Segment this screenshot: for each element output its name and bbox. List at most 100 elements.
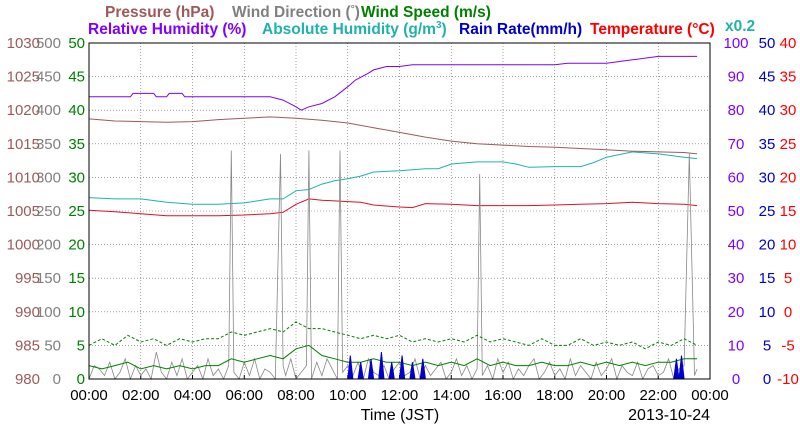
legend-relative-humidity: Relative Humidity (%) bbox=[88, 21, 246, 38]
wind-direction-tick-label: 100 bbox=[36, 304, 61, 321]
rain-rate-tick-label: 5 bbox=[763, 337, 771, 354]
legend-pressure: Pressure (hPa) bbox=[105, 4, 214, 21]
series-pressure-hpa bbox=[88, 116, 698, 155]
temperature-tick-label: 20 bbox=[780, 169, 797, 186]
temperature-tick-label: 10 bbox=[780, 237, 797, 254]
wind-direction-tick-label: 500 bbox=[36, 35, 61, 52]
wind-direction-tick-label: 350 bbox=[36, 136, 61, 153]
rain-rate-tick-label: 50 bbox=[759, 35, 776, 52]
pressure-tick-label: 1005 bbox=[7, 203, 40, 220]
legend-temperature: Temperature (°C) bbox=[590, 21, 715, 38]
date-label: 2013-10-24 bbox=[628, 407, 710, 424]
temperature-tick-label: 5 bbox=[784, 270, 792, 287]
wind-direction-tick-label: 450 bbox=[36, 69, 61, 86]
legend-absolute-humidity-main: Absolute Humidity (g/m bbox=[262, 21, 436, 38]
series-absolute-humidity-g-m3 bbox=[88, 151, 698, 205]
rain-rate-tick-label: 0 bbox=[763, 371, 771, 388]
legend-absolute-humidity-close: ) bbox=[442, 21, 447, 38]
wind-speed-tick-label: 0 bbox=[77, 371, 85, 388]
relative-humidity-tick-label: 10 bbox=[728, 337, 745, 354]
legend-rain-rate: Rain Rate(mm/h) bbox=[459, 21, 582, 38]
legend-wind-direction-main: Wind Direction ( bbox=[232, 4, 352, 21]
pressure-tick-label: 1015 bbox=[7, 136, 40, 153]
x-tick-label: 16:00 bbox=[484, 387, 522, 404]
rain-rate-tick-label: 10 bbox=[759, 304, 776, 321]
wind-direction-tick-label: 400 bbox=[36, 102, 61, 119]
pressure-tick-label: 1000 bbox=[7, 237, 40, 254]
series-temperature-c bbox=[88, 198, 698, 217]
relative-humidity-tick-label: 40 bbox=[728, 237, 745, 254]
wind-speed-tick-label: 40 bbox=[68, 102, 85, 119]
series-wind-direction bbox=[88, 150, 698, 381]
temperature-tick-label: 35 bbox=[780, 69, 797, 86]
x-tick-label: 14:00 bbox=[432, 387, 470, 404]
wind-speed-tick-label: 35 bbox=[68, 136, 85, 153]
temperature-tick-label: 25 bbox=[780, 136, 797, 153]
series-wind-speed-max-m-s bbox=[88, 321, 698, 350]
x-tick-label: 06:00 bbox=[225, 387, 263, 404]
x-tick-label: 04:00 bbox=[174, 387, 212, 404]
legend-absolute-humidity-sup: 3 bbox=[436, 20, 442, 31]
series-relative-humidity bbox=[89, 55, 698, 111]
x-tick-label: 08:00 bbox=[277, 387, 315, 404]
right-axis-ticks: 1009080706050403020100504540353025201510… bbox=[723, 35, 798, 388]
temperature-tick-label: -10 bbox=[777, 371, 799, 388]
wind-speed-tick-label: 45 bbox=[68, 69, 85, 86]
wind-speed-tick-label: 20 bbox=[68, 237, 85, 254]
pressure-tick-label: 990 bbox=[15, 304, 40, 321]
x-tick-label: 22:00 bbox=[639, 387, 677, 404]
legend-wind-direction-close: ) bbox=[355, 4, 360, 21]
relative-humidity-tick-label: 70 bbox=[728, 136, 745, 153]
wind-direction-tick-label: 300 bbox=[36, 169, 61, 186]
rain-rate-tick-label: 40 bbox=[759, 102, 776, 119]
relative-humidity-tick-label: 20 bbox=[728, 304, 745, 321]
relative-humidity-tick-label: 100 bbox=[723, 35, 748, 52]
series-wind-speed-m-s bbox=[88, 344, 698, 370]
temperature-tick-label: 30 bbox=[780, 102, 797, 119]
x-tick-label: 10:00 bbox=[329, 387, 367, 404]
relative-humidity-tick-label: 80 bbox=[728, 102, 745, 119]
x-tick-label: 20:00 bbox=[588, 387, 626, 404]
legend-absolute-humidity: Absolute Humidity (g/m3) bbox=[262, 20, 447, 38]
pressure-tick-label: 1030 bbox=[7, 35, 40, 52]
relative-humidity-tick-label: 90 bbox=[728, 69, 745, 86]
temperature-tick-label: 0 bbox=[784, 304, 792, 321]
rain-rate-tick-label: 30 bbox=[759, 169, 776, 186]
x-axis-ticks: 00:00 02:00 04:00 06:00 08:00 10:00 12:00 14:00… bbox=[70, 375, 729, 404]
wind-speed-tick-label: 10 bbox=[68, 304, 85, 321]
pressure-tick-label: 985 bbox=[15, 337, 40, 354]
wind-direction-tick-label: 0 bbox=[53, 371, 61, 388]
x-tick-label: 00:00 bbox=[70, 387, 108, 404]
legend-wind-direction-deg: ° bbox=[351, 4, 355, 15]
rain-rate-tick-label: 15 bbox=[759, 270, 776, 287]
plot-frame bbox=[88, 42, 711, 380]
legend-wind-speed: Wind Speed (m/s) bbox=[361, 4, 491, 21]
wind-speed-tick-label: 50 bbox=[68, 35, 85, 52]
wind-direction-tick-label: 250 bbox=[36, 203, 61, 220]
left-axis-ticks: 1030102510201015101010051000995990985980… bbox=[7, 35, 85, 388]
x-tick-label: 12:00 bbox=[381, 387, 419, 404]
legend-rain-scale: x0.2 bbox=[725, 18, 755, 35]
wind-speed-tick-label: 30 bbox=[68, 169, 85, 186]
wind-direction-tick-label: 200 bbox=[36, 237, 61, 254]
relative-humidity-tick-label: 50 bbox=[728, 203, 745, 220]
relative-humidity-tick-label: 60 bbox=[728, 169, 745, 186]
pressure-tick-label: 1010 bbox=[7, 169, 40, 186]
x-tick-label: 00:00 bbox=[691, 387, 729, 404]
rain-rate-tick-label: 25 bbox=[759, 203, 776, 220]
pressure-tick-label: 1025 bbox=[7, 69, 40, 86]
pressure-tick-label: 980 bbox=[15, 371, 40, 388]
series-layer bbox=[88, 55, 698, 381]
legend-wind-direction: Wind Direction (°) bbox=[232, 4, 360, 21]
wind-speed-tick-label: 25 bbox=[68, 203, 85, 220]
rain-rate-tick-label: 45 bbox=[759, 69, 776, 86]
relative-humidity-tick-label: 30 bbox=[728, 270, 745, 287]
temperature-tick-label: -5 bbox=[781, 337, 794, 354]
rain-rate-tick-label: 20 bbox=[759, 237, 776, 254]
rain-rate-tick-label: 35 bbox=[759, 136, 776, 153]
gridlines bbox=[89, 42, 710, 380]
pressure-tick-label: 1020 bbox=[7, 102, 40, 119]
temperature-tick-label: 15 bbox=[780, 203, 797, 220]
